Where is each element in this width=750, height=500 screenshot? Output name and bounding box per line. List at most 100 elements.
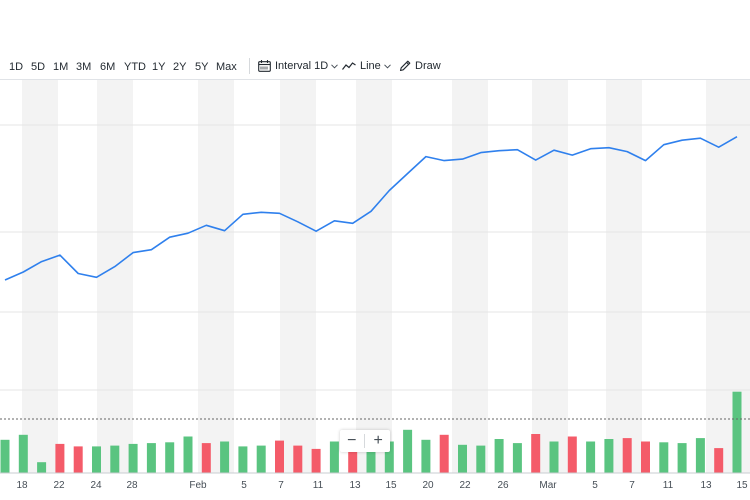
price-chart[interactable]: 18 22 24 28 Feb 5 7 11 13 15 20 22 26 Mar 5 7 11 13 15 (0, 80, 750, 500)
interval-dropdown[interactable]: Interval 1D (258, 59, 339, 73)
volume-bar (531, 434, 541, 473)
x-tick-label: 22 (53, 480, 65, 491)
week-stripe (97, 80, 133, 473)
x-tick-label: Feb (189, 480, 207, 491)
range-1y-button[interactable]: 1Y (152, 61, 166, 73)
volume-bar (458, 444, 467, 473)
volume-bar (92, 446, 101, 473)
calendar-icon (258, 60, 271, 72)
volume-bar (110, 445, 120, 473)
volume-bar (549, 441, 559, 473)
week-stripe (452, 80, 488, 473)
volume-bar (732, 391, 742, 473)
volume-bar (201, 443, 211, 473)
volume-bar (73, 446, 83, 473)
range-1m-button[interactable]: 1M (53, 61, 69, 73)
volume-bar (567, 436, 577, 473)
volume-bar (220, 441, 230, 473)
chevron-down-icon (383, 63, 391, 69)
x-tick-label: 26 (497, 480, 509, 491)
volume-bar (183, 436, 193, 473)
interval-value: 1D (314, 60, 329, 72)
volume-bar (18, 434, 28, 473)
volume-bar (384, 441, 394, 473)
grid-lines (0, 124, 750, 391)
range-max-button[interactable]: Max (216, 61, 237, 73)
interval-label: Interval (275, 60, 312, 72)
volume-bar (714, 448, 724, 473)
x-tick-label: 7 (278, 480, 284, 491)
x-tick-label: 5 (241, 480, 247, 491)
week-stripe (606, 80, 642, 473)
volume-bar (586, 441, 596, 473)
volume-bar (165, 442, 175, 473)
volume-bar (641, 441, 650, 473)
range-6m-button[interactable]: 6M (100, 61, 116, 73)
volume-bar (421, 439, 431, 473)
volume-bar (0, 439, 10, 473)
volume-bars (0, 391, 742, 473)
volume-bar (659, 442, 669, 473)
volume-bar (512, 443, 522, 473)
volume-bar (55, 443, 65, 473)
x-tick-label: 28 (126, 480, 138, 491)
volume-bar (494, 439, 504, 473)
zoom-separator (364, 434, 366, 448)
volume-bar (311, 448, 321, 473)
volume-bar (293, 445, 303, 473)
range-1d-button[interactable]: 1D (9, 61, 24, 73)
week-stripe (706, 80, 750, 473)
volume-bar (604, 439, 614, 473)
volume-bar (329, 441, 339, 473)
toolbar-divider (249, 58, 250, 74)
range-5y-button[interactable]: 5Y (195, 61, 209, 73)
volume-bar (622, 438, 632, 473)
volume-bar (128, 443, 138, 473)
volume-bar (146, 443, 156, 473)
date-stripes (22, 80, 750, 473)
volume-bar (476, 445, 486, 473)
range-ytd-button[interactable]: YTD (124, 61, 146, 73)
x-tick-label: 22 (459, 480, 471, 491)
x-tick-label: 20 (422, 480, 434, 491)
volume-bar (37, 462, 47, 473)
chart-toolbar: 1D 5D 1M 3M 6M YTD 1Y 2Y 5Y Max Interval… (0, 0, 750, 80)
week-stripe (280, 80, 316, 473)
pencil-icon (399, 60, 411, 72)
week-stripe (532, 80, 568, 473)
volume-bar (238, 446, 248, 473)
chart-type-label: Line (360, 60, 381, 72)
zoom-in-button[interactable]: + (373, 432, 383, 449)
volume-bar (348, 448, 358, 473)
volume-bar (677, 443, 687, 473)
week-stripe (198, 80, 234, 473)
x-tick-label: Mar (539, 480, 557, 491)
volume-bar (256, 445, 266, 473)
x-tick-label: 24 (90, 480, 102, 491)
range-2y-button[interactable]: 2Y (173, 61, 187, 73)
volume-bar (275, 440, 284, 473)
chart-type-dropdown[interactable]: Line (342, 59, 391, 73)
line-chart-icon (342, 61, 356, 71)
chevron-down-icon (331, 63, 339, 69)
draw-label: Draw (415, 60, 441, 72)
range-3m-button[interactable]: 3M (76, 61, 92, 73)
x-tick-label: 5 (592, 480, 598, 491)
price-line (4, 136, 738, 281)
x-tick-label: 7 (629, 480, 635, 491)
x-tick-label: 15 (385, 480, 397, 491)
volume-bar (403, 429, 413, 473)
x-tick-label: 18 (16, 480, 28, 491)
x-tick-label: 13 (349, 480, 361, 491)
volume-bar (366, 434, 376, 473)
week-stripe (22, 80, 58, 473)
range-5d-button[interactable]: 5D (31, 61, 46, 73)
draw-button[interactable]: Draw (399, 59, 441, 73)
x-tick-label: 15 (736, 480, 748, 491)
zoom-out-button[interactable]: − (347, 432, 357, 449)
x-tick-label: 11 (313, 480, 324, 491)
zoom-control: − + (340, 430, 390, 452)
volume-bar (439, 434, 449, 473)
x-tick-label: 11 (663, 480, 674, 491)
x-tick-label: 13 (700, 480, 712, 491)
